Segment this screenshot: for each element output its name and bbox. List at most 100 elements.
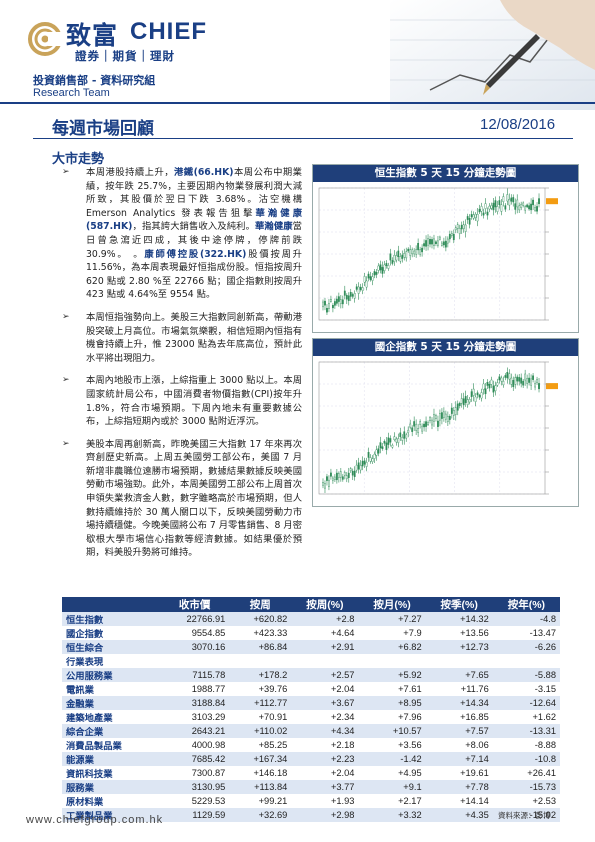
arrow-bullet-icon: ➢ xyxy=(62,311,70,322)
candle-body xyxy=(353,470,356,477)
candle-body xyxy=(393,436,396,440)
candle-body xyxy=(446,415,449,422)
table-cell xyxy=(358,654,425,668)
candle-body xyxy=(409,249,412,256)
candle-body xyxy=(458,403,461,406)
candle-body xyxy=(361,460,364,467)
table-cell: -15.02 xyxy=(492,808,560,822)
candle-body xyxy=(466,216,469,220)
candle-body xyxy=(355,286,358,290)
candle-body xyxy=(506,372,509,379)
row-label: 建築地產業 xyxy=(66,713,113,723)
table-row: 綜合企業 2643.21 +110.02 +4.34 +10.57 +7.57 -13.31 xyxy=(62,724,560,738)
candle-body xyxy=(337,473,340,478)
candle-body xyxy=(401,437,404,441)
candle-body xyxy=(345,475,348,480)
candle-body xyxy=(528,205,531,210)
table-cell: +8.95 xyxy=(358,696,426,710)
candle-body xyxy=(417,243,420,251)
candle-body xyxy=(536,379,538,383)
candle-body xyxy=(536,206,538,212)
candle-body xyxy=(345,295,348,300)
table-cell: -4.8 xyxy=(492,612,560,626)
bullet-text: 美股本周再創新高，昨晚美國三大指數 17 年來再次齊創歷史新高。上周五美國勞工部… xyxy=(86,438,302,559)
candle-body xyxy=(417,428,420,433)
candle-body xyxy=(532,375,534,380)
candle-body xyxy=(452,410,455,416)
table-cell: +3.32 xyxy=(358,808,426,822)
candle-body xyxy=(415,423,418,431)
candle-body xyxy=(349,292,352,297)
candle-body xyxy=(441,242,443,246)
candle-body xyxy=(399,256,402,262)
candle-body xyxy=(387,437,390,445)
table-row: 原材料業 5229.53 +99.21 +1.93 +2.17 +14.14 +2.53 xyxy=(62,794,560,808)
arrow-bullet-icon: ➢ xyxy=(62,438,70,449)
table-cell: 22766.91 xyxy=(160,612,230,626)
candle-body xyxy=(486,382,489,386)
table-cell: +110.02 xyxy=(229,724,292,738)
candle-body xyxy=(383,441,386,444)
logo-mark-icon xyxy=(28,22,62,56)
candle-body xyxy=(437,420,439,427)
candle-body xyxy=(528,377,531,383)
table-cell: +70.91 xyxy=(258,712,288,722)
table-row: 服務業 3130.95 +113.84 +3.77 +9.1 +7.78 -15.73 xyxy=(62,780,560,794)
candle-body xyxy=(332,305,334,309)
candle-body xyxy=(500,204,503,212)
row-label: 原材料業 xyxy=(66,797,104,807)
candle-body xyxy=(330,299,332,302)
bullet-item: ➢ 本周港股持續上升，港鐵(66.HK)本周公布中期業績，按年跌 25.7%，主要… xyxy=(62,166,302,302)
candle-body xyxy=(474,396,477,402)
candle-body xyxy=(379,264,382,271)
table-row: 電訊業 1988.77 +39.76 +2.04 +7.61 +11.76 -3.15 xyxy=(62,682,560,696)
table-cell: +26.41 xyxy=(527,768,556,778)
candle-body xyxy=(504,205,507,210)
candle-body xyxy=(401,254,404,259)
candle-body xyxy=(522,202,525,206)
row-label: 行業表現 xyxy=(66,657,104,667)
candle-body xyxy=(510,377,513,385)
col-header: 按周(%) xyxy=(291,597,359,612)
table-cell: +7.57 xyxy=(425,724,493,738)
table-cell: -15.73 xyxy=(492,780,560,794)
table-cell: +7.65 xyxy=(425,668,493,682)
table-cell: +4.34 xyxy=(291,724,359,738)
candle-body xyxy=(484,203,487,209)
row-label: 工業製品業 xyxy=(62,808,160,822)
table-cell xyxy=(160,654,229,668)
candle-body xyxy=(337,296,340,302)
table-row: 恒生綜合 3070.16 +86.84 +2.91 +6.82 +12.73 -6.26 xyxy=(62,640,560,654)
candle-body xyxy=(460,224,463,230)
candle-body xyxy=(448,233,451,240)
candle-body xyxy=(365,462,368,467)
candle-body xyxy=(359,465,362,471)
table-cell: 1988.77 xyxy=(191,684,226,694)
table-cell: -12.64 xyxy=(492,696,560,710)
candle-body xyxy=(363,460,366,465)
candle-body xyxy=(456,403,459,411)
table-cell: +167.34 xyxy=(229,752,292,766)
candle-body xyxy=(369,276,372,281)
candle-body xyxy=(480,206,483,212)
table-cell: +11.76 xyxy=(460,684,489,694)
candle-body xyxy=(375,271,378,275)
candle-body xyxy=(435,415,437,419)
candle-body xyxy=(470,214,473,218)
table-cell: +2.18 xyxy=(330,740,355,750)
candle-body xyxy=(409,423,412,428)
table-cell xyxy=(493,654,560,668)
candle-body xyxy=(530,378,532,386)
candle-body xyxy=(324,483,326,489)
candle-body xyxy=(385,263,388,266)
table-cell: +14.32 xyxy=(425,612,493,626)
arrow-bullet-icon: ➢ xyxy=(62,375,70,386)
row-label: 能源業 xyxy=(62,752,160,766)
table-row: 金融業 3188.84 +112.77 +3.67 +8.95 +14.34 -12.64 xyxy=(62,696,560,710)
table-cell: +2.04 xyxy=(330,768,355,778)
table-cell: +7.96 xyxy=(398,712,422,722)
candle-body xyxy=(476,214,479,222)
candle-body xyxy=(478,394,481,398)
candle-body xyxy=(439,413,441,421)
table-cell: +3.77 xyxy=(291,780,359,794)
